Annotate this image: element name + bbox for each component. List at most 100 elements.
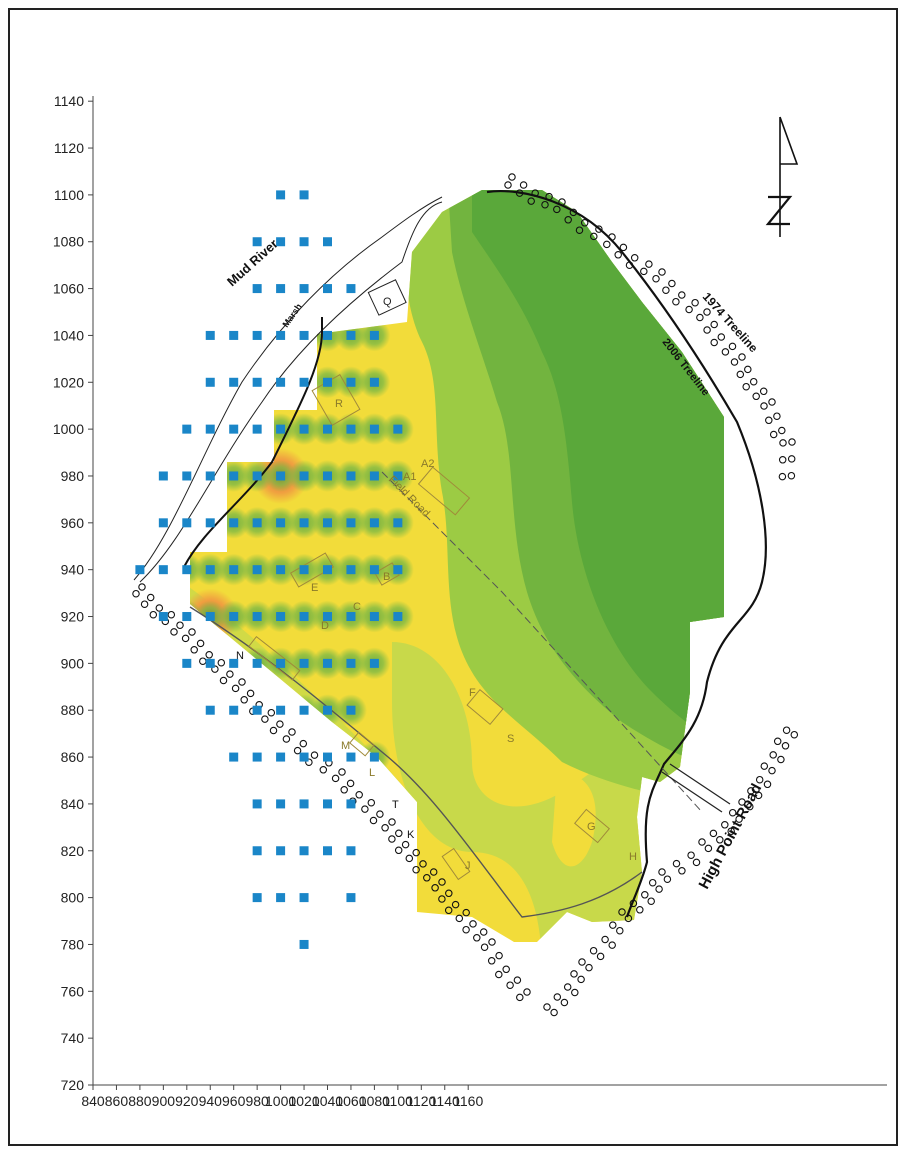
tree-symbol bbox=[747, 787, 755, 795]
tree-symbol bbox=[429, 868, 438, 876]
x-tick-label: 1040 bbox=[312, 1093, 343, 1109]
tree-symbol bbox=[167, 610, 176, 619]
y-tick-label: 1140 bbox=[54, 93, 84, 109]
feature-label-h: H bbox=[629, 851, 637, 863]
tree-symbol bbox=[742, 382, 750, 391]
tree-symbol bbox=[563, 983, 572, 991]
tree-symbol bbox=[738, 353, 746, 361]
x-tick-label: 1100 bbox=[383, 1093, 413, 1109]
tree-symbol bbox=[710, 320, 718, 329]
tree-symbol bbox=[641, 891, 649, 899]
marsh-boundary bbox=[139, 201, 443, 583]
tree-symbol bbox=[647, 897, 655, 905]
tree-symbol bbox=[445, 889, 453, 898]
tree-symbol bbox=[721, 821, 729, 829]
tree-symbol bbox=[367, 798, 376, 807]
sample-point bbox=[299, 284, 309, 294]
tree-symbol bbox=[246, 689, 255, 698]
tree-symbol bbox=[571, 988, 579, 997]
tree-symbol bbox=[269, 726, 278, 735]
tree-symbol bbox=[331, 774, 340, 783]
tree-symbol bbox=[589, 946, 598, 955]
tree-symbol bbox=[755, 775, 764, 784]
tree-symbol bbox=[768, 398, 776, 406]
sample-halo bbox=[190, 553, 203, 586]
tree-symbol bbox=[267, 708, 276, 717]
sample-point bbox=[252, 330, 262, 340]
y-tick-label: 1000 bbox=[53, 421, 84, 437]
tree-symbol bbox=[504, 181, 512, 189]
tree-symbol bbox=[652, 274, 660, 283]
sample-point bbox=[205, 471, 215, 481]
tree-symbol bbox=[768, 766, 776, 775]
tree-symbol bbox=[381, 824, 389, 832]
tree-symbol bbox=[692, 858, 701, 867]
tree-symbol bbox=[419, 860, 427, 868]
feature-label-g: G bbox=[587, 821, 596, 833]
tree-symbol bbox=[746, 802, 754, 811]
tree-symbol bbox=[704, 844, 713, 853]
sample-point bbox=[299, 612, 309, 622]
tree-symbol bbox=[696, 313, 704, 322]
tree-symbol bbox=[355, 791, 363, 799]
concentration-zones bbox=[190, 190, 724, 942]
tree-symbol bbox=[140, 600, 149, 608]
tree-symbol bbox=[703, 326, 711, 334]
tree-symbol bbox=[146, 593, 155, 602]
tree-symbol bbox=[630, 254, 639, 262]
tree-symbol bbox=[293, 746, 302, 755]
x-tick-label: 1120 bbox=[406, 1093, 436, 1109]
tree-symbol bbox=[405, 854, 414, 863]
high-point-road-label: High Point Road bbox=[696, 781, 766, 892]
feature-label-j: J bbox=[465, 860, 471, 872]
tree-symbol bbox=[469, 920, 477, 928]
site-linework bbox=[133, 190, 767, 918]
sample-point bbox=[182, 565, 192, 575]
tree-symbol bbox=[473, 934, 481, 942]
tree-symbol bbox=[155, 604, 164, 612]
sample-point bbox=[299, 330, 309, 340]
tree-symbol bbox=[778, 426, 786, 435]
sample-point bbox=[323, 518, 332, 528]
tree-symbol bbox=[728, 342, 737, 351]
sample-point bbox=[369, 377, 379, 387]
tree-symbol bbox=[590, 232, 598, 241]
sample-point bbox=[299, 237, 309, 247]
tree-symbol bbox=[575, 226, 584, 234]
y-tick-label: 740 bbox=[61, 1030, 85, 1046]
tree-symbol bbox=[585, 963, 593, 972]
tree-symbol bbox=[276, 720, 284, 728]
tree-symbol bbox=[219, 676, 228, 685]
tree-symbol bbox=[781, 742, 790, 750]
tree-symbol bbox=[564, 216, 572, 224]
y-tick-label: 920 bbox=[61, 609, 85, 625]
tree-symbol bbox=[716, 836, 724, 844]
sample-point bbox=[346, 752, 356, 762]
tree-symbol bbox=[444, 906, 453, 915]
sample-point bbox=[346, 799, 356, 809]
sample-point bbox=[276, 799, 286, 809]
tree-symbol bbox=[655, 885, 663, 893]
sample-point bbox=[323, 799, 332, 809]
tree-symbol bbox=[730, 358, 739, 366]
sample-point bbox=[299, 939, 309, 949]
tree-symbol bbox=[752, 392, 760, 401]
tree-symbol bbox=[395, 829, 403, 838]
sample-points bbox=[135, 190, 403, 949]
tree-symbol bbox=[763, 780, 772, 789]
feature-label-f: F bbox=[469, 687, 476, 699]
sample-point bbox=[346, 846, 356, 856]
mud-river-label: Mud River bbox=[224, 236, 281, 289]
sample-point bbox=[205, 612, 215, 622]
tree-symbol bbox=[388, 818, 396, 826]
sample-point bbox=[323, 658, 332, 668]
tree-symbol bbox=[685, 305, 693, 314]
sample-point bbox=[369, 518, 379, 528]
tree-symbol bbox=[170, 628, 178, 636]
sample-point bbox=[276, 377, 286, 387]
feature-label-r: R bbox=[335, 398, 343, 410]
tree-symbol bbox=[738, 798, 746, 806]
tree-symbol bbox=[231, 684, 240, 693]
tree-symbol bbox=[728, 808, 737, 817]
sample-point bbox=[276, 705, 286, 715]
